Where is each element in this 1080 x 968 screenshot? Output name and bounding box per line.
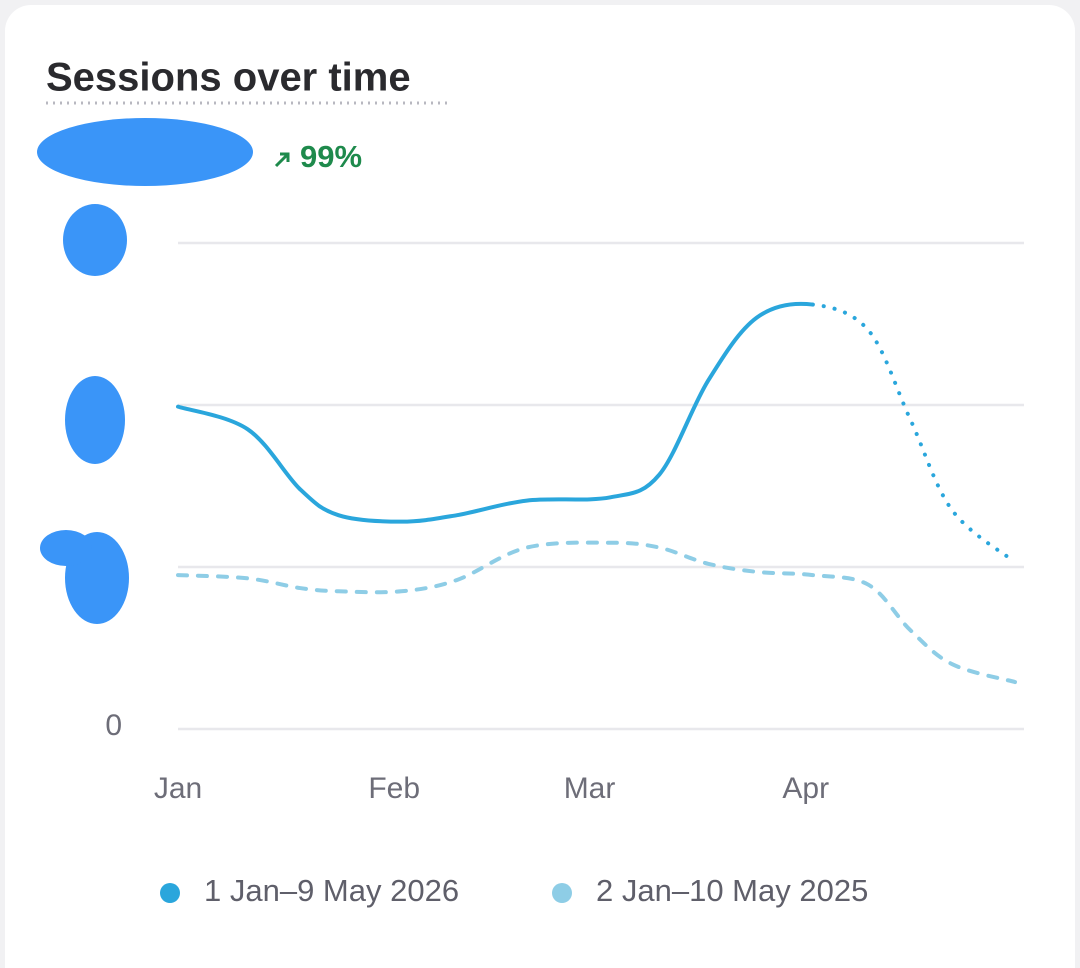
chart-title: Sessions over time xyxy=(46,56,411,100)
series-line xyxy=(810,302,1017,565)
legend-marker xyxy=(160,883,180,903)
y-tick-label: 0 xyxy=(105,709,122,742)
legend-marker xyxy=(552,883,572,903)
change-arrow xyxy=(274,152,290,168)
x-tick-label: Feb xyxy=(368,772,420,805)
legend-label: 1 Jan–9 May 2026 xyxy=(204,873,459,908)
redaction xyxy=(37,118,253,624)
series-line xyxy=(176,301,815,524)
legend-label: 2 Jan–10 May 2025 xyxy=(596,873,868,908)
x-tick-label: Apr xyxy=(782,772,829,805)
change-value: 99% xyxy=(300,139,362,174)
x-tick-label: Mar xyxy=(564,772,616,805)
card-background xyxy=(5,5,1075,968)
x-tick-label: Jan xyxy=(154,772,202,805)
series-line xyxy=(176,540,1017,685)
